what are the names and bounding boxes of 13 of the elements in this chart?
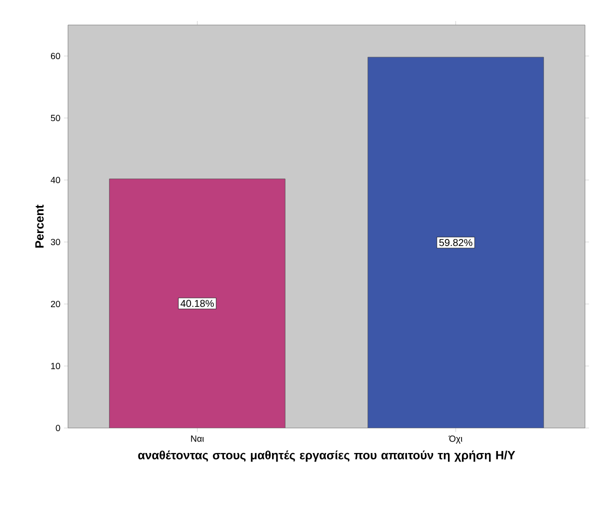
data-label: 40.18% <box>180 300 214 307</box>
y-tick-label: 40 <box>50 176 60 184</box>
x-tick-label: Ναι <box>191 436 204 442</box>
y-tick-label: 10 <box>51 362 60 370</box>
y-tick-label: 0 <box>56 424 60 432</box>
data-label: 59.82% <box>439 239 472 246</box>
y-tick-label: 60 <box>50 52 60 60</box>
x-axis-title: αναθέτοντας στους μαθητές εργασίες που απαιτούν τη χρήση Η/Υ <box>138 450 516 462</box>
y-tick-label: 50 <box>50 114 60 122</box>
y-tick-label: 20 <box>50 300 60 308</box>
x-tick-label: Όχι <box>448 436 462 444</box>
y-axis-title: Percent <box>35 204 44 248</box>
y-tick-label: 30 <box>50 238 60 246</box>
